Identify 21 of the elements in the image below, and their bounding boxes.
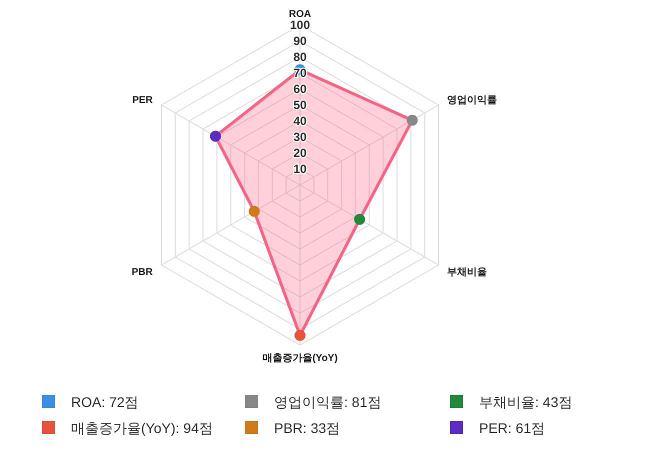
spoke-label: ROA xyxy=(288,9,312,20)
y-tick-label: 50 xyxy=(293,98,307,112)
text: 영업이익률: 81점 xyxy=(274,394,382,410)
text: 부채비율: 43점 xyxy=(479,394,572,410)
spoke-label: PER xyxy=(132,95,154,106)
spoke-label: PBR xyxy=(132,267,154,278)
y-tick-label: 20 xyxy=(293,146,307,160)
spoke-label: 부채비율 xyxy=(447,267,488,278)
text: PER: 61점 xyxy=(479,420,546,436)
y-tick-label: 10 xyxy=(293,162,307,176)
text: 매출증가율(YoY): 94점 xyxy=(71,420,213,436)
y-tick-label: 90 xyxy=(293,34,307,48)
y-tick-label: 40 xyxy=(293,114,307,128)
y-tick-label: 80 xyxy=(293,50,307,64)
spoke-label: 매출증가율(YoY) xyxy=(262,353,338,364)
text: PBR: 33점 xyxy=(274,420,340,436)
y-tick-label: 30 xyxy=(293,130,307,144)
y-tick-label: 100 xyxy=(290,18,310,32)
text: ROA: 72점 xyxy=(71,394,139,410)
spoke-label: 영업이익률 xyxy=(447,95,498,106)
y-tick-label: 60 xyxy=(293,82,307,96)
